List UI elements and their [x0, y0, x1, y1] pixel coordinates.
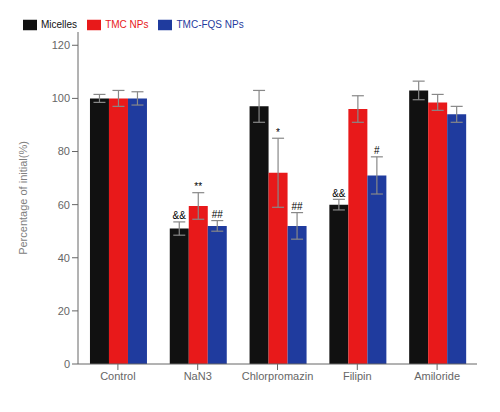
svg-text:60: 60 — [58, 199, 70, 211]
html-text:TMC-FQS NPs: TMC-FQS NPs — [176, 18, 244, 30]
svg-text:##: ## — [292, 201, 304, 212]
svg-text:120: 120 — [52, 39, 70, 51]
svg-text:##: ## — [212, 209, 224, 220]
svg-text:**: ** — [194, 181, 202, 192]
svg-text:Percentage of initial(%): Percentage of initial(%) — [17, 141, 29, 255]
svg-text:#: # — [374, 145, 380, 156]
html-text:Micelles: Micelles — [41, 18, 78, 30]
svg-text:20: 20 — [58, 305, 70, 317]
svg-text:&&: && — [332, 188, 346, 199]
svg-text:0: 0 — [64, 358, 70, 370]
svg-text:&&: && — [173, 210, 187, 221]
svg-text:100: 100 — [52, 92, 70, 104]
svg-text:Amiloride: Amiloride — [414, 370, 460, 382]
html-text:TMC NPs: TMC NPs — [105, 18, 149, 30]
svg-text:Filipin: Filipin — [343, 370, 372, 382]
svg-text:40: 40 — [58, 252, 70, 264]
svg-text:Chlorpromazin: Chlorpromazin — [242, 370, 314, 382]
svg-text:*: * — [276, 127, 280, 138]
svg-text:NaN3: NaN3 — [184, 370, 212, 382]
svg-text:80: 80 — [58, 145, 70, 157]
svg-text:Control: Control — [100, 370, 135, 382]
